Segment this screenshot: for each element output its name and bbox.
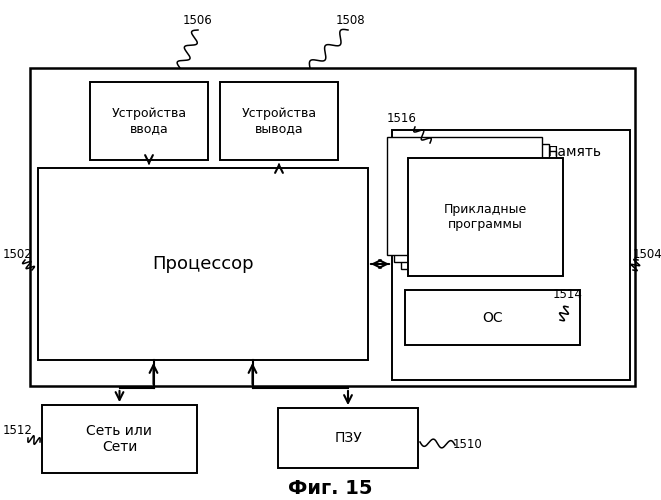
Text: Прикладные
программы: Прикладные программы (444, 203, 527, 231)
Text: Процессор: Процессор (152, 255, 254, 273)
Text: 1512: 1512 (3, 424, 33, 436)
Bar (392, 130, 630, 380)
Bar (42, 405, 197, 473)
Bar (90, 82, 208, 160)
Text: Память: Память (548, 145, 602, 159)
Text: 1510: 1510 (453, 438, 483, 452)
Text: 1508: 1508 (335, 14, 365, 26)
Bar (394, 144, 549, 262)
Bar (405, 290, 580, 345)
Bar (401, 151, 556, 269)
Bar (220, 82, 338, 160)
Text: 1514: 1514 (553, 288, 583, 302)
Text: Устройства
ввода: Устройства ввода (112, 107, 186, 135)
Bar (408, 158, 563, 276)
Bar (38, 168, 368, 360)
Text: 1502: 1502 (3, 248, 33, 262)
Text: 1506: 1506 (183, 14, 213, 26)
Text: ПЗУ: ПЗУ (334, 431, 362, 445)
Text: 1516: 1516 (387, 112, 417, 124)
Text: Устройства
вывода: Устройства вывода (241, 107, 317, 135)
Text: 1504: 1504 (633, 248, 661, 262)
Bar (30, 68, 635, 386)
Text: Фиг. 15: Фиг. 15 (288, 478, 373, 498)
Text: ОС: ОС (482, 310, 503, 324)
Bar (387, 137, 542, 255)
Bar (278, 408, 418, 468)
Text: Сеть или
Сети: Сеть или Сети (87, 424, 153, 454)
